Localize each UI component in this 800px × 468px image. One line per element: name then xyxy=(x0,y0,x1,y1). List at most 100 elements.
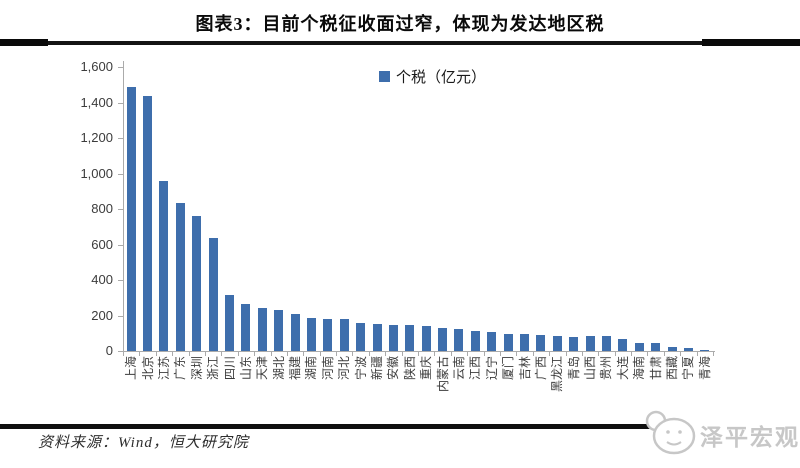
bar xyxy=(143,96,153,351)
bar xyxy=(585,336,595,351)
y-tick-mark xyxy=(118,102,123,104)
x-category-label: 重庆 xyxy=(419,356,434,381)
x-category-label: 浙江 xyxy=(206,356,221,381)
x-tick-mark xyxy=(303,352,305,356)
x-category-label: 山西 xyxy=(583,356,598,381)
bar xyxy=(470,330,480,351)
x-tick-mark xyxy=(204,352,206,356)
bar xyxy=(175,202,185,351)
x-category-label: 云南 xyxy=(451,356,466,381)
y-tick-mark xyxy=(118,315,123,317)
bar xyxy=(683,348,693,351)
chart-title: 图表3：目前个税征收面过窄，体现为发达地区税 xyxy=(195,14,605,34)
bar xyxy=(208,238,218,351)
bar xyxy=(569,336,579,351)
x-category-label: 辽宁 xyxy=(484,356,499,381)
x-category-label: 贵州 xyxy=(599,356,614,381)
x-tick-mark xyxy=(418,352,419,356)
bar xyxy=(257,308,267,351)
bar xyxy=(601,336,611,351)
x-tick-mark xyxy=(631,352,633,356)
y-axis-line xyxy=(123,61,124,352)
x-category-label: 黑龙江 xyxy=(550,356,565,393)
x-tick-mark xyxy=(499,352,501,356)
bar xyxy=(520,334,530,351)
x-category-label: 河北 xyxy=(337,356,352,381)
bar xyxy=(225,295,235,351)
x-tick-mark xyxy=(336,352,338,356)
x-category-label: 江苏 xyxy=(156,356,171,381)
bar xyxy=(339,319,349,351)
x-tick-mark xyxy=(598,352,600,356)
x-tick-mark xyxy=(483,352,485,356)
legend-label: 个税（亿元） xyxy=(396,69,487,86)
bar xyxy=(618,338,628,351)
bar xyxy=(274,310,284,351)
y-tick-mark xyxy=(118,244,123,246)
x-category-label: 天津 xyxy=(255,356,270,381)
bar xyxy=(667,346,677,351)
x-tick-mark xyxy=(237,352,239,356)
x-tick-mark xyxy=(565,352,567,356)
title-divider-line xyxy=(0,41,800,45)
x-tick-mark xyxy=(286,352,288,356)
x-category-label: 深圳 xyxy=(189,356,204,381)
bar xyxy=(421,326,431,351)
bar xyxy=(487,332,497,351)
bar xyxy=(503,333,513,351)
x-tick-mark xyxy=(188,352,190,356)
x-tick-mark xyxy=(401,352,403,356)
x-tick-mark xyxy=(385,352,387,356)
title-divider-cap-left xyxy=(0,39,48,46)
pig-logo-icon xyxy=(645,410,696,455)
brand-watermark: 泽平宏观 xyxy=(638,406,800,458)
x-axis-line xyxy=(123,351,715,352)
bar xyxy=(192,216,202,351)
x-tick-mark xyxy=(155,352,157,356)
x-tick-mark xyxy=(680,352,682,356)
bar xyxy=(388,325,398,351)
x-category-label: 四川 xyxy=(222,356,237,381)
x-category-label: 湖南 xyxy=(304,356,319,381)
bar xyxy=(290,314,300,351)
x-tick-mark xyxy=(368,352,370,356)
y-tick-label: 400 xyxy=(91,272,113,287)
legend-swatch-icon xyxy=(379,71,390,82)
x-tick-mark xyxy=(319,352,321,356)
x-tick-mark xyxy=(663,352,665,356)
x-category-label: 广西 xyxy=(533,356,548,381)
x-tick-mark xyxy=(139,352,141,356)
x-tick-mark xyxy=(614,352,616,356)
x-category-label: 广东 xyxy=(173,356,188,381)
title-divider-cap-right xyxy=(702,39,800,46)
x-category-label: 山东 xyxy=(238,356,253,381)
bar xyxy=(126,86,136,351)
x-tick-mark xyxy=(352,352,354,356)
y-tick-mark xyxy=(118,209,123,210)
y-tick-label: 600 xyxy=(91,236,113,252)
x-tick-mark xyxy=(254,352,256,356)
x-tick-mark xyxy=(516,352,518,356)
bar xyxy=(552,336,562,351)
y-tick-mark xyxy=(118,351,123,352)
x-tick-mark xyxy=(713,352,714,356)
x-tick-mark xyxy=(450,352,452,356)
bar xyxy=(405,325,415,351)
y-tick-label: 200 xyxy=(91,307,113,323)
x-category-label: 厦门 xyxy=(501,356,516,381)
x-tick-mark xyxy=(270,352,272,356)
bar xyxy=(651,343,661,351)
y-tick-label: 0 xyxy=(105,343,113,358)
x-tick-mark xyxy=(532,352,534,356)
x-category-label: 福建 xyxy=(288,356,303,381)
x-category-label: 江西 xyxy=(468,356,483,381)
y-tick-mark xyxy=(118,138,123,139)
x-tick-mark xyxy=(549,352,551,356)
y-tick-label: 800 xyxy=(91,201,113,216)
bar xyxy=(306,318,316,351)
x-category-label: 吉林 xyxy=(517,356,532,381)
y-tick-mark xyxy=(118,280,123,281)
chart-legend: 个税（亿元） xyxy=(379,66,486,87)
y-tick-mark xyxy=(118,173,123,175)
